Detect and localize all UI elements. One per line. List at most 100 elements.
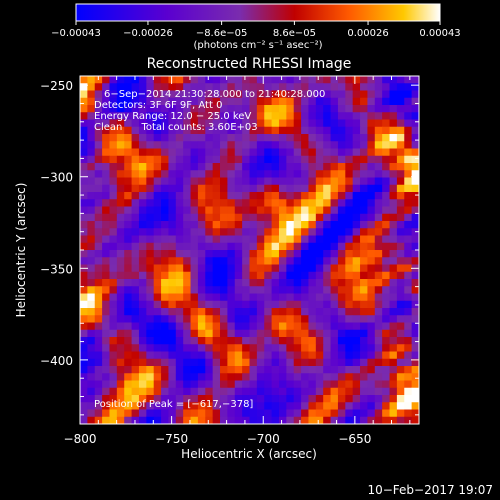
heatmap-cell xyxy=(360,366,368,374)
heatmap-cell xyxy=(227,257,236,265)
heatmap-cell xyxy=(183,402,192,410)
heatmap-cell xyxy=(382,337,391,345)
heatmap-cell xyxy=(168,286,177,294)
heatmap-cell xyxy=(308,235,317,244)
heatmap-cell xyxy=(360,395,368,403)
heatmap-cell xyxy=(389,250,398,258)
heatmap-cell xyxy=(227,416,236,425)
heatmap-cell xyxy=(227,315,236,323)
heatmap-cell xyxy=(146,119,155,128)
heatmap-cell xyxy=(389,105,398,113)
heatmap-cell xyxy=(396,206,405,215)
heatmap-cell xyxy=(286,351,295,360)
heatmap-cell xyxy=(293,83,302,91)
heatmap-cell xyxy=(124,155,133,164)
heatmap-cell xyxy=(109,344,118,352)
heatmap-cell xyxy=(323,155,332,164)
heatmap-cell xyxy=(227,97,236,106)
heatmap-cell xyxy=(80,206,88,215)
heatmap-cell xyxy=(396,395,405,403)
heatmap-cell xyxy=(94,228,103,236)
heatmap-cell xyxy=(183,308,192,316)
heatmap-cell xyxy=(301,192,309,200)
heatmap-cell xyxy=(116,264,125,273)
heatmap-cell xyxy=(87,366,96,374)
heatmap-cell xyxy=(153,163,162,171)
heatmap-cell xyxy=(138,409,147,418)
heatmap-cell xyxy=(116,119,125,128)
heatmap-cell xyxy=(330,293,339,302)
heatmap-cell xyxy=(234,228,243,236)
heatmap-cell xyxy=(396,112,405,120)
heatmap-cell xyxy=(286,97,295,106)
heatmap-cell xyxy=(183,184,192,193)
heatmap-cell xyxy=(80,199,88,207)
heatmap-cell xyxy=(131,97,140,106)
colorbar-gradient xyxy=(76,4,440,21)
heatmap-cell xyxy=(249,206,258,215)
heatmap-cell xyxy=(256,199,265,207)
heatmap-cell xyxy=(227,250,236,258)
heatmap-cell xyxy=(116,83,125,91)
heatmap-cell xyxy=(80,235,88,244)
heatmap-cell xyxy=(271,148,280,157)
heatmap-cell xyxy=(315,293,324,302)
heatmap-cell xyxy=(382,351,391,360)
heatmap-cell xyxy=(345,177,354,186)
heatmap-cell xyxy=(242,206,250,215)
heatmap-cell xyxy=(197,90,206,99)
heatmap-cell xyxy=(80,90,88,99)
heatmap-cell xyxy=(264,416,273,425)
heatmap-cell xyxy=(352,76,361,84)
heatmap-cell xyxy=(345,293,354,302)
heatmap-cell xyxy=(278,308,287,316)
heatmap-cell xyxy=(396,221,405,229)
heatmap-cell xyxy=(389,221,398,229)
heatmap-cell xyxy=(249,177,258,186)
heatmap-cell xyxy=(242,337,250,345)
heatmap-cell xyxy=(337,235,346,244)
heatmap-cell xyxy=(264,235,273,244)
heatmap-cell xyxy=(330,380,339,389)
heatmap-cell xyxy=(80,250,88,258)
heatmap-cell xyxy=(396,264,405,273)
heatmap-cell xyxy=(138,119,147,128)
heatmap-cell xyxy=(124,271,133,280)
heatmap-cell xyxy=(212,228,221,236)
heatmap-cell xyxy=(345,134,354,142)
heatmap-cell xyxy=(220,242,228,251)
heatmap-cell xyxy=(249,279,258,287)
heatmap-cell xyxy=(102,293,110,302)
heatmap-cell xyxy=(227,337,236,345)
heatmap-cell xyxy=(411,90,420,99)
heatmap-cell xyxy=(264,387,273,396)
heatmap-cell xyxy=(124,148,133,157)
heatmap-cell xyxy=(227,286,236,294)
heatmap-cell xyxy=(220,366,228,374)
heatmap-cell xyxy=(227,402,236,410)
heatmap-cell xyxy=(264,329,273,338)
heatmap-cell xyxy=(256,126,265,135)
heatmap-cell xyxy=(286,293,295,302)
heatmap-cell xyxy=(404,192,413,200)
heatmap-cell xyxy=(404,293,413,302)
heatmap-cell xyxy=(131,126,140,135)
heatmap-cell xyxy=(102,380,110,389)
heatmap-cell xyxy=(168,119,177,128)
heatmap-cell xyxy=(102,366,110,374)
heatmap-cell xyxy=(411,250,420,258)
heatmap-cell xyxy=(175,271,184,280)
heatmap-cell xyxy=(146,366,155,374)
heatmap-cell xyxy=(109,257,118,265)
heatmap-cell xyxy=(256,293,265,302)
heatmap-cell xyxy=(308,293,317,302)
heatmap-cell xyxy=(161,148,169,157)
heatmap-cell xyxy=(411,177,420,186)
heatmap-cell xyxy=(220,83,228,91)
heatmap-cell xyxy=(301,387,309,396)
heatmap-cell xyxy=(146,409,155,418)
heatmap-cell xyxy=(242,155,250,164)
heatmap-cell xyxy=(227,351,236,360)
heatmap-cell xyxy=(330,221,339,229)
heatmap-cell xyxy=(330,402,339,410)
